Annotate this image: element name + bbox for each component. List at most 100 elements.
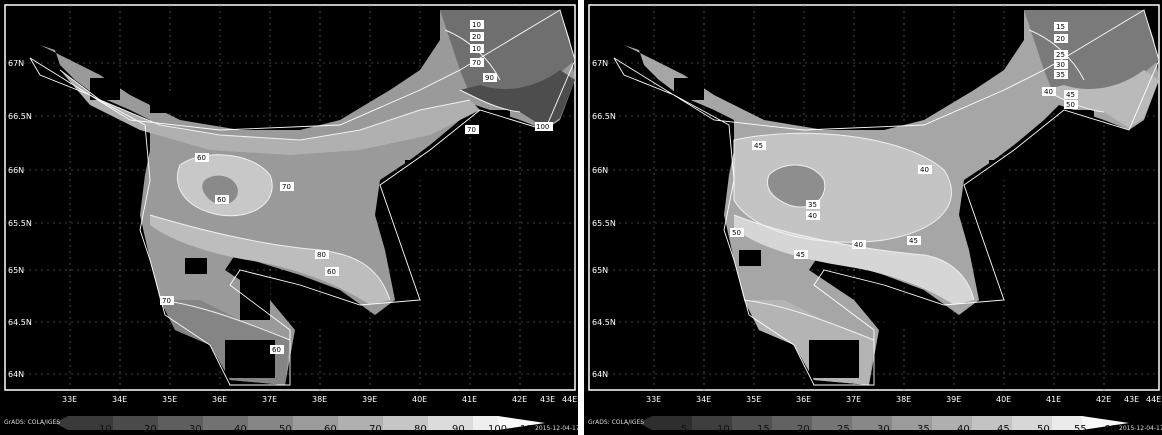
svg-text:50: 50 (1037, 424, 1050, 435)
svg-text:44E: 44E (1146, 395, 1161, 404)
svg-text:35E: 35E (162, 395, 177, 404)
svg-text:55: 55 (1074, 424, 1087, 435)
svg-text:64.5N: 64.5N (8, 318, 32, 327)
svg-text:70: 70 (282, 183, 291, 191)
svg-text:37E: 37E (846, 395, 861, 404)
svg-text:66N: 66N (592, 166, 608, 175)
footer-credit: GrADS: COLA/IGES (4, 419, 60, 426)
svg-text:34E: 34E (696, 395, 711, 404)
svg-text:30: 30 (189, 424, 202, 435)
coastline (29, 9, 576, 386)
lat-labels: 67N 66.5N 66N 65.5N 65N 64.5N 64N (8, 59, 32, 379)
svg-text:65N: 65N (8, 266, 24, 275)
svg-text:35: 35 (1056, 71, 1065, 79)
svg-text:80: 80 (414, 424, 427, 435)
svg-text:60: 60 (197, 154, 206, 162)
svg-text:60: 60 (1104, 424, 1117, 435)
svg-text:36E: 36E (212, 395, 227, 404)
svg-text:60: 60 (272, 346, 281, 354)
svg-text:10: 10 (717, 424, 730, 435)
svg-text:33E: 33E (62, 395, 77, 404)
svg-text:25: 25 (837, 424, 850, 435)
svg-text:35E: 35E (746, 395, 761, 404)
footer-credit: GrADS: COLA/IGES (588, 419, 644, 426)
svg-text:50: 50 (1066, 101, 1075, 109)
svg-text:70: 70 (472, 59, 481, 67)
svg-text:42E: 42E (512, 395, 527, 404)
svg-text:10: 10 (99, 424, 112, 435)
sea-shading (624, 10, 1159, 385)
contour-value-labels: 10 20 10 70 90 100 70 60 60 70 80 60 70 … (160, 20, 553, 354)
map-panel-right: 15 20 25 30 35 40 45 50 45 40 35 40 40 4… (584, 0, 1162, 435)
svg-text:44E: 44E (562, 395, 577, 404)
svg-text:36E: 36E (796, 395, 811, 404)
colorbar (55, 416, 545, 430)
svg-text:60: 60 (327, 268, 336, 276)
svg-text:10: 10 (472, 21, 481, 29)
svg-text:45: 45 (997, 424, 1010, 435)
svg-text:70: 70 (467, 126, 476, 134)
lat-labels: 67N 66.5N 66N 65.5N 65N 64.5N 64N (592, 59, 616, 379)
svg-text:20: 20 (472, 33, 481, 41)
svg-text:64.5N: 64.5N (592, 318, 616, 327)
land-blocks (674, 78, 1094, 378)
svg-text:45: 45 (796, 251, 805, 259)
svg-text:66.5N: 66.5N (592, 112, 616, 121)
colorbar (639, 416, 1129, 430)
footer-date: 2015-12-04-17 (1119, 425, 1162, 432)
lon-labels: 33E 34E 35E 36E 37E 38E 39E 40E 41E 42E … (62, 395, 577, 404)
svg-text:38E: 38E (896, 395, 911, 404)
svg-text:33E: 33E (646, 395, 661, 404)
svg-text:35: 35 (917, 424, 930, 435)
svg-text:45: 45 (909, 237, 918, 245)
svg-text:39E: 39E (946, 395, 961, 404)
svg-text:43E: 43E (1124, 395, 1139, 404)
svg-text:35: 35 (808, 201, 817, 209)
map-left-svg: 10 20 10 70 90 100 70 60 60 70 80 60 70 … (4, 4, 578, 435)
svg-text:30: 30 (1056, 61, 1065, 69)
svg-text:40: 40 (808, 212, 817, 220)
colorbar-labels: 5 10 15 20 25 30 35 40 45 50 55 60 (681, 424, 1117, 435)
svg-text:80: 80 (317, 251, 326, 259)
svg-text:10: 10 (472, 45, 481, 53)
svg-text:100: 100 (488, 424, 507, 435)
svg-text:50: 50 (732, 229, 741, 237)
svg-text:40: 40 (234, 424, 247, 435)
plot-frame (4, 4, 576, 391)
svg-text:100: 100 (536, 123, 549, 131)
svg-text:39E: 39E (362, 395, 377, 404)
svg-text:65.5N: 65.5N (8, 219, 32, 228)
svg-text:20: 20 (797, 424, 810, 435)
contour-value-labels: 15 20 25 30 35 40 45 50 45 40 35 40 40 4… (730, 22, 1078, 259)
svg-text:40E: 40E (996, 395, 1011, 404)
svg-text:50: 50 (279, 424, 292, 435)
svg-text:15: 15 (757, 424, 770, 435)
svg-text:40: 40 (920, 166, 929, 174)
svg-text:40: 40 (1044, 88, 1053, 96)
svg-text:66.5N: 66.5N (8, 112, 32, 121)
svg-text:65.5N: 65.5N (592, 219, 616, 228)
svg-text:45: 45 (754, 142, 763, 150)
svg-text:40E: 40E (412, 395, 427, 404)
svg-text:15: 15 (1056, 23, 1065, 31)
svg-text:90: 90 (485, 74, 494, 82)
svg-text:70: 70 (369, 424, 382, 435)
svg-text:43E: 43E (540, 395, 555, 404)
svg-text:60: 60 (324, 424, 337, 435)
svg-text:41E: 41E (462, 395, 477, 404)
svg-text:20: 20 (144, 424, 157, 435)
svg-text:40: 40 (854, 241, 863, 249)
svg-text:30: 30 (877, 424, 890, 435)
svg-text:110: 110 (520, 424, 539, 435)
footer-date: 2015-12-04-17 (535, 425, 578, 432)
svg-text:90: 90 (452, 424, 465, 435)
svg-text:40: 40 (957, 424, 970, 435)
svg-text:25: 25 (1056, 51, 1065, 59)
svg-text:65N: 65N (592, 266, 608, 275)
svg-text:42E: 42E (1096, 395, 1111, 404)
svg-text:64N: 64N (592, 370, 608, 379)
svg-text:70: 70 (162, 297, 171, 305)
svg-text:45: 45 (1066, 91, 1075, 99)
svg-text:67N: 67N (8, 59, 24, 68)
svg-text:37E: 37E (262, 395, 277, 404)
